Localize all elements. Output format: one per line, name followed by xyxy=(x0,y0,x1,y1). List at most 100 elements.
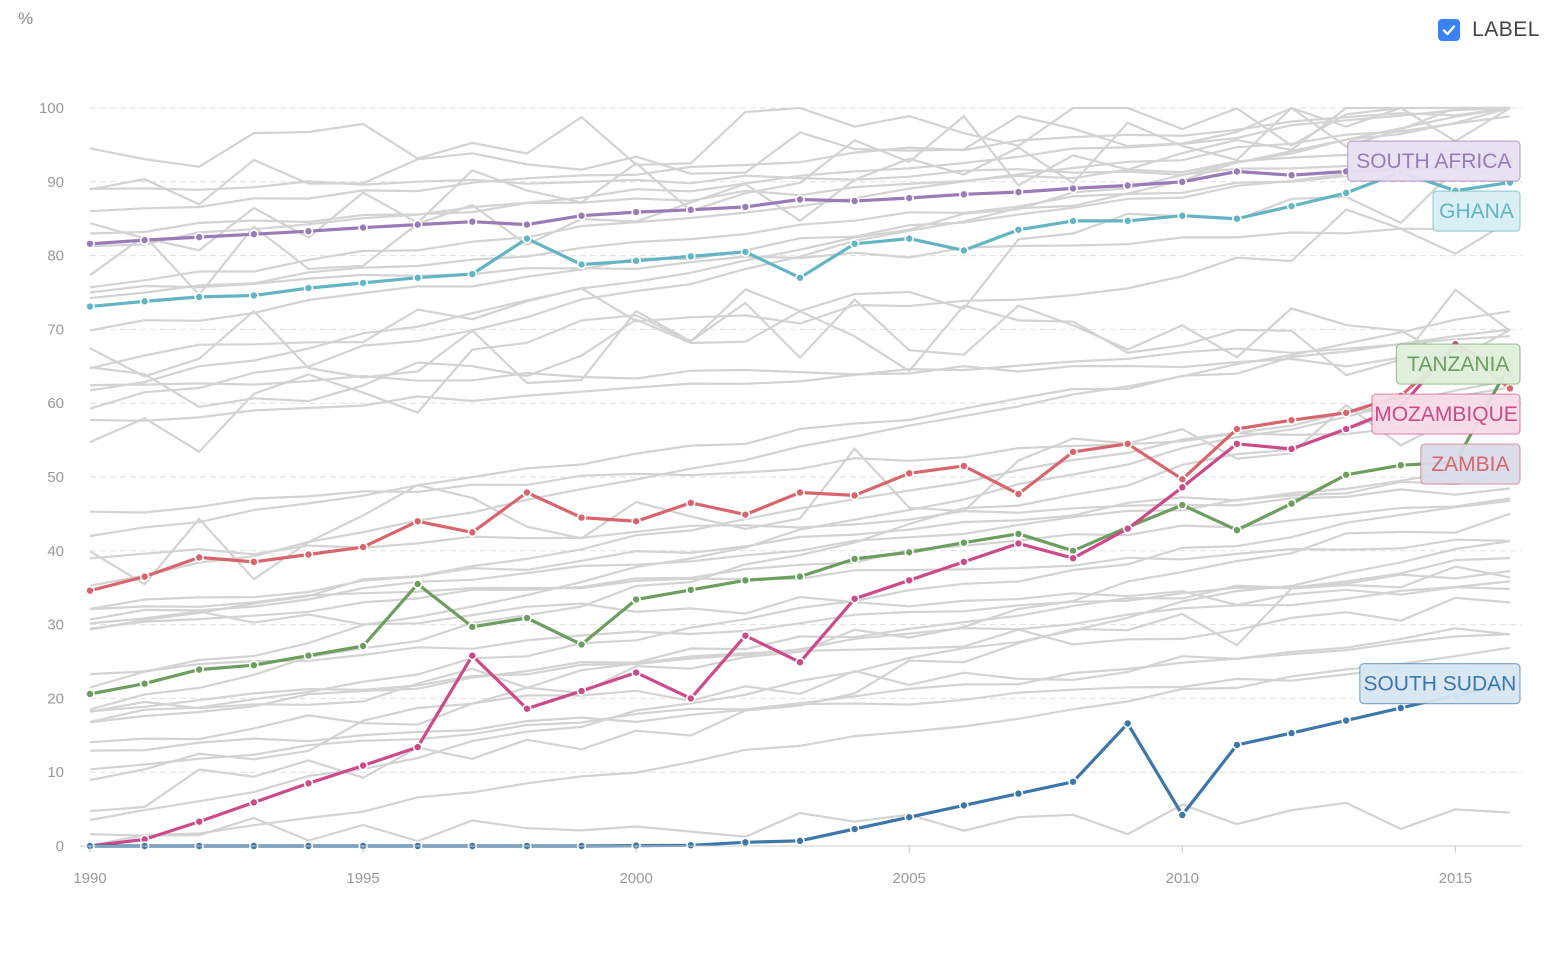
data-point-tanzania[interactable] xyxy=(249,660,259,670)
data-point-south-sudan[interactable] xyxy=(1341,715,1351,726)
data-point-south-africa[interactable] xyxy=(85,238,95,249)
data-point-zambia[interactable] xyxy=(1286,415,1297,425)
data-point-south-sudan[interactable] xyxy=(1395,703,1406,713)
data-point-ghana[interactable] xyxy=(795,272,805,283)
series-line-south-sudan[interactable] xyxy=(90,682,1511,848)
data-point-south-africa[interactable] xyxy=(1013,187,1024,197)
data-point-mozambique[interactable] xyxy=(412,742,423,752)
data-point-ghana[interactable] xyxy=(904,233,915,244)
label-toggle[interactable]: LABEL xyxy=(1438,18,1540,42)
data-point-ghana[interactable] xyxy=(1013,224,1024,235)
data-point-ghana[interactable] xyxy=(959,245,969,256)
data-point-south-africa[interactable] xyxy=(467,216,478,227)
data-point-mozambique[interactable] xyxy=(249,797,259,808)
data-point-zambia[interactable] xyxy=(522,487,532,498)
data-point-south-africa[interactable] xyxy=(412,219,423,230)
data-point-tanzania[interactable] xyxy=(358,641,368,651)
data-point-mozambique[interactable] xyxy=(1286,444,1297,454)
data-point-tanzania[interactable] xyxy=(740,575,751,586)
data-point-zambia[interactable] xyxy=(795,487,805,498)
data-point-tanzania[interactable] xyxy=(1177,500,1188,510)
data-point-ghana[interactable] xyxy=(194,292,205,302)
data-point-south-sudan[interactable] xyxy=(1286,728,1297,738)
data-point-ghana[interactable] xyxy=(522,233,532,244)
data-point-tanzania[interactable] xyxy=(139,678,150,689)
data-point-south-africa[interactable] xyxy=(576,210,587,221)
data-point-zambia[interactable] xyxy=(249,557,259,567)
data-point-ghana[interactable] xyxy=(412,272,423,283)
data-point-mozambique[interactable] xyxy=(1068,553,1078,563)
data-point-zambia[interactable] xyxy=(1177,474,1188,485)
data-point-ghana[interactable] xyxy=(139,296,150,307)
data-point-tanzania[interactable] xyxy=(467,622,478,632)
data-point-south-sudan[interactable] xyxy=(1177,810,1188,820)
data-point-south-africa[interactable] xyxy=(959,189,969,200)
data-point-south-africa[interactable] xyxy=(1177,177,1188,187)
data-point-tanzania[interactable] xyxy=(959,537,969,548)
data-point-south-africa[interactable] xyxy=(631,207,641,217)
data-point-zambia[interactable] xyxy=(849,490,860,501)
data-point-mozambique[interactable] xyxy=(1122,523,1133,534)
data-point-tanzania[interactable] xyxy=(412,579,423,589)
data-point-zambia[interactable] xyxy=(740,509,751,520)
data-point-tanzania[interactable] xyxy=(194,664,205,675)
data-point-zambia[interactable] xyxy=(1341,407,1351,418)
data-point-zambia[interactable] xyxy=(194,552,205,563)
label-checkbox[interactable] xyxy=(1438,19,1461,41)
data-point-south-africa[interactable] xyxy=(1122,180,1133,191)
data-point-mozambique[interactable] xyxy=(1177,482,1188,493)
data-point-zambia[interactable] xyxy=(685,498,696,508)
data-point-mozambique[interactable] xyxy=(740,630,751,641)
data-point-zambia[interactable] xyxy=(303,549,314,560)
data-point-mozambique[interactable] xyxy=(303,778,314,789)
data-point-south-africa[interactable] xyxy=(249,229,259,239)
data-point-zambia[interactable] xyxy=(358,542,368,552)
data-point-south-sudan[interactable] xyxy=(740,837,751,848)
data-point-ghana[interactable] xyxy=(467,269,478,279)
data-point-south-sudan[interactable] xyxy=(904,812,915,823)
data-point-south-sudan[interactable] xyxy=(959,800,969,811)
data-point-mozambique[interactable] xyxy=(1013,538,1024,549)
data-point-zambia[interactable] xyxy=(467,527,478,538)
data-point-ghana[interactable] xyxy=(685,251,696,262)
data-point-south-sudan[interactable] xyxy=(1068,776,1078,787)
data-point-ghana[interactable] xyxy=(849,238,860,249)
data-point-ghana[interactable] xyxy=(631,255,641,266)
data-point-ghana[interactable] xyxy=(249,290,259,301)
data-point-south-africa[interactable] xyxy=(685,205,696,215)
data-point-tanzania[interactable] xyxy=(795,571,805,582)
series-line-ghana[interactable] xyxy=(89,170,1511,309)
data-point-zambia[interactable] xyxy=(412,516,423,527)
data-point-tanzania[interactable] xyxy=(1395,460,1406,470)
data-point-zambia[interactable] xyxy=(1013,489,1024,499)
data-point-south-africa[interactable] xyxy=(303,226,314,237)
data-point-zambia[interactable] xyxy=(959,461,969,471)
data-point-zambia[interactable] xyxy=(1232,424,1242,434)
data-point-ghana[interactable] xyxy=(85,301,95,312)
data-point-ghana[interactable] xyxy=(358,278,368,288)
data-point-zambia[interactable] xyxy=(85,585,95,596)
data-point-south-africa[interactable] xyxy=(740,202,751,212)
data-point-tanzania[interactable] xyxy=(1232,525,1242,535)
data-point-tanzania[interactable] xyxy=(1013,529,1024,539)
data-point-ghana[interactable] xyxy=(1341,188,1351,198)
data-point-mozambique[interactable] xyxy=(576,686,587,696)
data-point-south-africa[interactable] xyxy=(849,196,860,206)
data-point-mozambique[interactable] xyxy=(849,593,860,604)
data-point-mozambique[interactable] xyxy=(904,575,915,586)
data-point-mozambique[interactable] xyxy=(631,667,641,678)
data-point-ghana[interactable] xyxy=(1122,216,1133,226)
data-point-south-africa[interactable] xyxy=(1068,183,1078,194)
data-point-south-africa[interactable] xyxy=(522,219,532,230)
data-point-tanzania[interactable] xyxy=(1341,469,1351,480)
data-point-ghana[interactable] xyxy=(1068,216,1078,226)
data-point-south-sudan[interactable] xyxy=(685,840,696,851)
data-point-south-africa[interactable] xyxy=(904,193,915,203)
data-point-zambia[interactable] xyxy=(576,512,587,523)
data-point-mozambique[interactable] xyxy=(194,816,205,827)
data-point-tanzania[interactable] xyxy=(849,554,860,564)
data-point-tanzania[interactable] xyxy=(522,613,532,623)
data-point-ghana[interactable] xyxy=(303,283,314,293)
data-point-ghana[interactable] xyxy=(1286,201,1297,211)
data-point-south-sudan[interactable] xyxy=(1232,740,1242,750)
